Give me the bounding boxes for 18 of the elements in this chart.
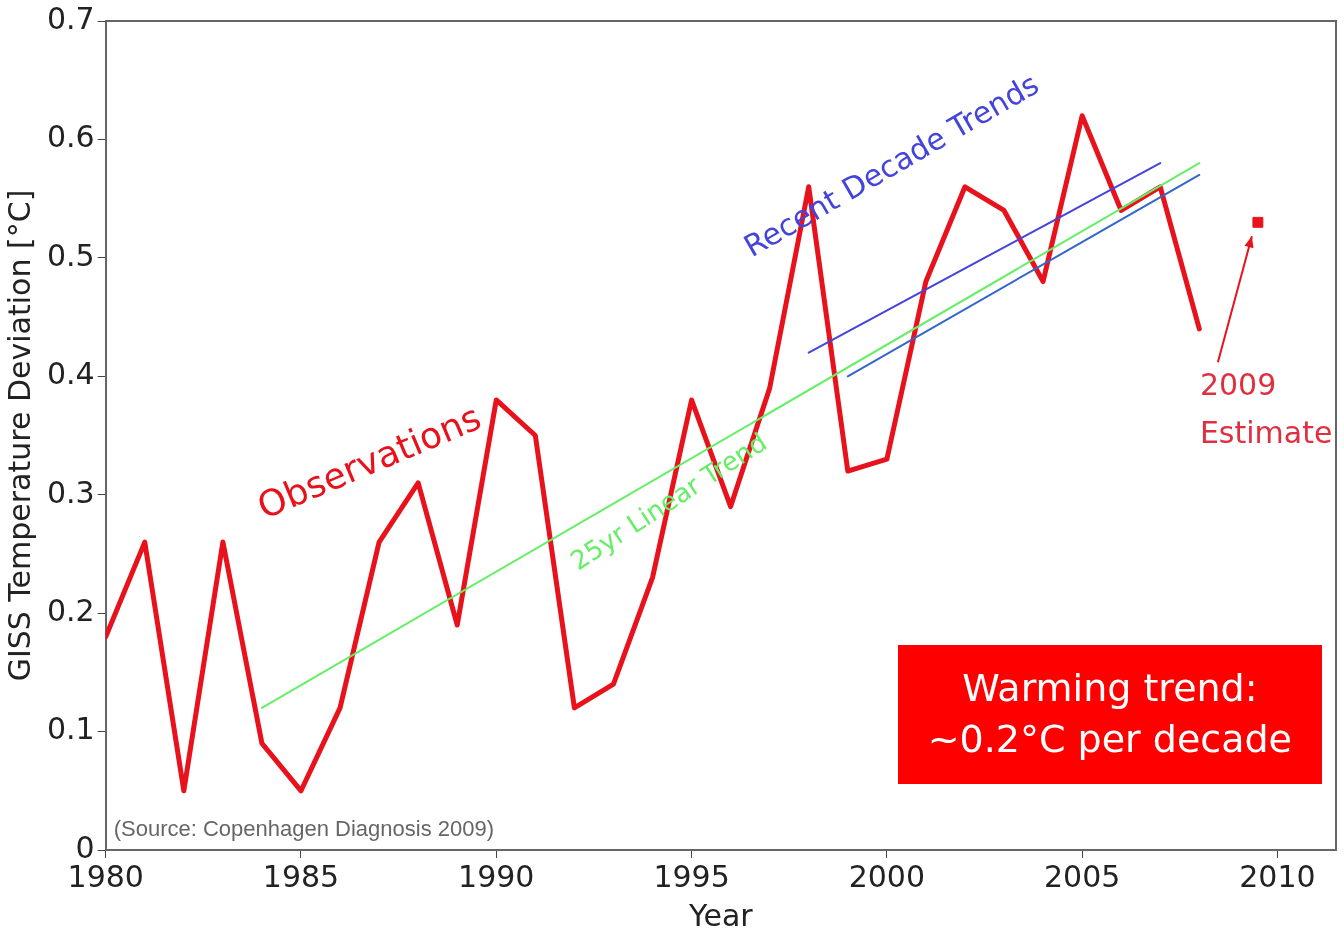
annotation: (Source: Copenhagen Diagnosis 2009) [113,816,495,842]
x-tick-label: 1985 [262,858,340,894]
y-tick-label: 0.4 [46,356,95,392]
annotation: 2009 Estimate [1199,367,1333,451]
x-tick-label: 2010 [1239,858,1316,894]
y-tick-label: 0.1 [46,711,95,747]
y-tick-label: 0.2 [46,592,95,628]
x-tick-label: 1995 [653,858,730,894]
y-axis-title: GISS Temperature Deviation [°C] [1,189,37,682]
x-tick-label: 1990 [458,858,535,894]
y-tick-label: 0.6 [46,119,95,155]
annotation: Warming trend: ~0.2°C per decade [897,645,1322,784]
x-tick-label: 2005 [1043,858,1121,894]
y-tick-label: 0.3 [46,474,95,510]
y-tick-label: 0.5 [46,237,95,273]
x-axis-title: Year [688,897,754,933]
x-tick-label: 2000 [848,858,926,894]
y-tick-label: 0.7 [46,0,95,36]
